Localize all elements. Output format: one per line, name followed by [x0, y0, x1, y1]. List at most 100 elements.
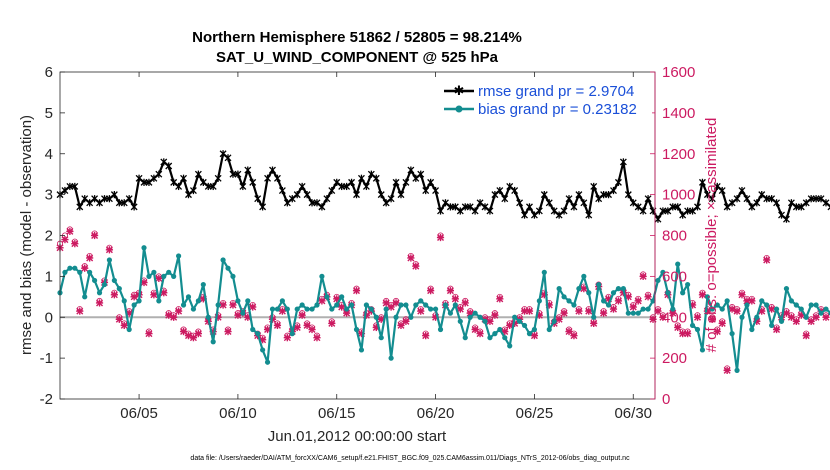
- bias-point: [284, 306, 290, 312]
- obs-assimilated-point: [412, 262, 420, 270]
- bias-point: [536, 298, 542, 304]
- obs-assimilated-point: [609, 305, 618, 313]
- rmse-point: [264, 174, 272, 182]
- obs-assimilated-point: [723, 366, 731, 374]
- rmse-point: [278, 186, 286, 195]
- rmse-point: [397, 191, 405, 199]
- rmse-point: [807, 195, 815, 203]
- bias-point: [502, 335, 508, 341]
- bias-point: [146, 273, 152, 279]
- obs-assimilated-point: [155, 274, 163, 283]
- bias-point: [225, 265, 231, 271]
- rmse-point: [669, 203, 677, 211]
- bias-point: [101, 281, 108, 288]
- y-tick-label: 0: [45, 309, 53, 326]
- rmse-point: [209, 182, 217, 191]
- bias-point: [630, 310, 636, 316]
- rmse-point: [600, 191, 608, 199]
- obs-assimilated-point: [772, 325, 781, 334]
- bias-point: [235, 298, 241, 304]
- y2-tick-label: 1400: [662, 105, 695, 122]
- x-axis-label: Jun.01,2012 00:00:00 start: [268, 428, 447, 445]
- obs-assimilated-point: [352, 287, 361, 295]
- rmse-point: [362, 182, 370, 191]
- legend-rmse-label: rmse grand pr = 2.9704: [478, 83, 634, 100]
- rmse-point: [614, 178, 622, 186]
- obs-assimilated-point: [229, 301, 237, 309]
- rmse-point: [535, 207, 543, 215]
- legend: ✱ rmse grand pr = 2.9704 bias grand pr =…: [440, 78, 652, 118]
- obs-assimilated-point: [402, 317, 410, 325]
- bias-point: [615, 286, 622, 292]
- rmse-point: [298, 182, 306, 191]
- rmse-point: [708, 195, 716, 203]
- rmse-point: [234, 170, 242, 178]
- bias-point: [136, 298, 142, 304]
- rmse-point: [516, 199, 524, 207]
- obs-assimilated-point: [249, 303, 257, 311]
- rmse-point: [437, 207, 444, 215]
- rmse-point: [259, 203, 267, 211]
- obs-assimilated-point: [496, 295, 504, 303]
- obs-assimilated-point: [708, 315, 716, 323]
- obs-assimilated-point: [110, 291, 118, 299]
- bias-point: [156, 298, 162, 304]
- obs-assimilated-point: [76, 307, 84, 315]
- y2-tick-label: 1200: [662, 146, 695, 163]
- rmse-point: [224, 154, 232, 162]
- bias-point: [334, 302, 340, 308]
- rmse-point: [753, 199, 761, 207]
- obs-assimilated-point: [649, 315, 657, 323]
- rmse-point: [639, 207, 647, 215]
- bias-point: [699, 347, 706, 353]
- bias-point: [704, 294, 710, 300]
- rmse-point: [71, 182, 79, 191]
- y2-tick-label: 1600: [662, 64, 695, 81]
- bias-point: [279, 298, 285, 304]
- rmse-point: [244, 166, 252, 174]
- rmse-point: [110, 191, 118, 199]
- obs-assimilated-point: [585, 307, 593, 315]
- bias-point: [818, 310, 824, 316]
- rmse-point: [827, 203, 830, 211]
- rmse-point: [328, 186, 336, 195]
- rmse-point: [619, 158, 627, 166]
- obs-assimilated-point: [273, 321, 282, 330]
- bias-point: [344, 306, 350, 312]
- bias-point: [803, 314, 809, 320]
- bias-point: [452, 302, 458, 308]
- bias-point: [161, 273, 167, 279]
- bias-point: [220, 257, 226, 263]
- bias-point: [744, 302, 750, 308]
- rmse-point: [180, 174, 188, 182]
- obs-assimilated-point: [175, 307, 183, 315]
- bias-point: [655, 277, 661, 284]
- y2-tick-label: 0: [662, 391, 670, 408]
- rmse-point: [792, 203, 800, 211]
- bias-point: [62, 269, 68, 275]
- bias-point: [260, 347, 266, 353]
- obs-assimilated-point: [71, 240, 79, 248]
- bias-point: [319, 273, 325, 279]
- rmse-point: [644, 195, 652, 203]
- obs-assimilated-point: [792, 317, 800, 325]
- rmse-point: [526, 203, 533, 211]
- bias-point: [670, 306, 676, 312]
- rmse-point: [545, 199, 553, 207]
- obs-assimilated-point: [674, 323, 682, 332]
- obs-assimilated-point: [560, 309, 568, 317]
- obs-assimilated-point: [313, 334, 321, 342]
- obs-assimilated-point: [738, 291, 746, 299]
- rmse-point: [560, 207, 568, 215]
- bias-point: [383, 306, 389, 312]
- bias-point: [660, 269, 666, 275]
- y-tick-label: 5: [45, 105, 53, 122]
- obs-assimilated-point: [120, 321, 128, 330]
- rmse-point: [812, 195, 820, 203]
- rmse-point: [293, 191, 301, 199]
- obs-assimilated-point: [639, 272, 647, 280]
- rmse-point-mark: [827, 203, 830, 207]
- bias-point: [294, 306, 300, 312]
- bias-point: [467, 314, 473, 320]
